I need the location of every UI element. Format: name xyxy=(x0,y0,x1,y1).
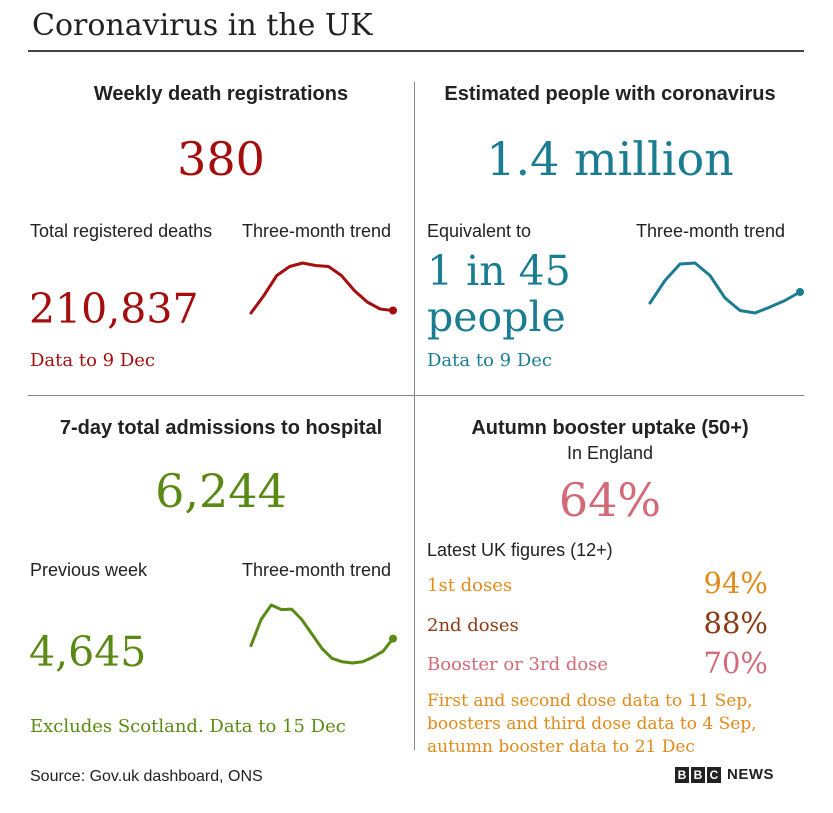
bbc-logo-letter-c: C xyxy=(707,766,721,783)
booster-note-line-1: First and second dose data to 11 Sep, xyxy=(427,691,753,711)
infections-trend-line xyxy=(648,261,802,315)
dose-row-3-value: 70% xyxy=(703,646,768,680)
source-text: Source: Gov.uk dashboard, ONS xyxy=(30,768,263,785)
booster-subheading: In England xyxy=(566,443,654,463)
hospital-trend-label: Three-month trend xyxy=(242,560,392,580)
infections-equivalent-label: Equivalent to xyxy=(427,221,532,241)
deaths-heading: Weekly death registrations xyxy=(93,83,349,105)
deaths-trend-endpoint xyxy=(389,306,397,315)
deaths-note: Data to 9 Dec xyxy=(30,350,155,371)
infections-note: Data to 9 Dec xyxy=(427,350,552,371)
bbc-logo-letter-b1: B xyxy=(675,766,689,783)
dose-row-1-label: 1st doses xyxy=(427,575,513,596)
dose-row-2-value: 88% xyxy=(703,606,768,640)
horizontal-divider xyxy=(28,395,804,396)
deaths-total-label: Total registered deaths xyxy=(30,221,213,241)
deaths-weekly-value: 380 xyxy=(177,132,265,186)
bbc-logo-word: NEWS xyxy=(727,766,774,783)
infections-equivalent-line1: 1 in 45 xyxy=(427,247,571,295)
booster-heading: Autumn booster uptake (50+) xyxy=(471,417,749,439)
booster-note: First and second dose data to 11 Sep, bo… xyxy=(427,690,757,759)
deaths-trend-label: Three-month trend xyxy=(242,221,392,241)
deaths-trend-chart xyxy=(249,261,397,315)
hospital-value: 6,244 xyxy=(155,464,287,518)
booster-note-line-2: boosters and third dose data to 4 Sep, xyxy=(427,714,757,734)
vertical-divider xyxy=(414,82,415,750)
bbc-news-logo: B B C NEWS xyxy=(675,766,774,783)
infections-trend-label: Three-month trend xyxy=(636,221,786,241)
title-rule xyxy=(28,50,804,52)
hospital-previous-value: 4,645 xyxy=(29,628,147,676)
dose-row-2-label: 2nd doses xyxy=(427,615,519,636)
infections-equivalent-line2: people xyxy=(427,293,566,341)
booster-value: 64% xyxy=(558,473,662,527)
infections-trend-chart xyxy=(648,261,804,315)
booster-latest-label: Latest UK figures (12+) xyxy=(427,540,613,560)
hospital-heading: 7-day total admissions to hospital xyxy=(59,417,383,439)
hospital-previous-label: Previous week xyxy=(30,560,148,580)
page-title: Coronavirus in the UK xyxy=(32,8,373,43)
deaths-total-value: 210,837 xyxy=(29,285,199,333)
hospital-trend-endpoint xyxy=(389,634,397,643)
infections-heading: Estimated people with coronavirus xyxy=(444,83,776,105)
infections-value: 1.4 million xyxy=(486,132,734,186)
hospital-trend-line xyxy=(249,603,395,665)
bbc-logo-letter-b2: B xyxy=(691,766,705,783)
deaths-trend-line xyxy=(249,261,395,315)
dose-row-1-value: 94% xyxy=(703,566,768,600)
hospital-trend-chart xyxy=(249,603,397,665)
dose-row-3-label: Booster or 3rd dose xyxy=(427,654,609,675)
infections-trend-endpoint xyxy=(796,288,804,296)
booster-note-line-3: autumn booster data to 21 Dec xyxy=(427,737,695,757)
hospital-note: Excludes Scotland. Data to 15 Dec xyxy=(30,716,346,737)
